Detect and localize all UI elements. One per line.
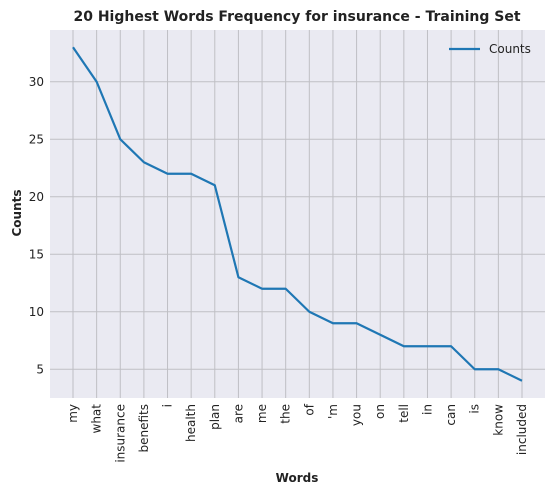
- y-axis: 5 10 15 20 25 30: [29, 75, 44, 377]
- x-tick-label: health: [184, 404, 198, 442]
- series-line-counts: [72, 46, 523, 382]
- x-tick-label: benefits: [137, 404, 151, 453]
- x-tick-label: of: [302, 403, 316, 415]
- legend-label-counts: Counts: [489, 42, 531, 56]
- x-tick-label: tell: [397, 404, 411, 423]
- y-tick-label: 15: [29, 247, 44, 261]
- x-tick-label: what: [90, 404, 104, 434]
- x-tick-label: me: [255, 404, 269, 423]
- y-tick-label: 10: [29, 305, 44, 319]
- x-tick-label: insurance: [113, 404, 127, 463]
- x-tick-label: know: [491, 404, 505, 436]
- x-tick-label: is: [468, 404, 482, 414]
- plot-area: [50, 30, 545, 398]
- x-tick-label: in: [420, 404, 434, 415]
- chart-title: 20 Highest Words Frequency for insurance…: [73, 9, 520, 25]
- y-tick-label: 30: [29, 75, 44, 89]
- y-tick-label: 5: [36, 362, 44, 376]
- grid: [50, 30, 545, 398]
- x-tick-label: the: [279, 404, 293, 424]
- y-tick-label: 20: [29, 190, 44, 204]
- x-tick-label: i: [161, 404, 175, 407]
- x-axis: my what insurance benefits i health plan are me t…: [66, 403, 529, 462]
- x-tick-label: 'm: [326, 404, 340, 419]
- x-tick-label: included: [515, 404, 529, 455]
- x-tick-label: you: [350, 404, 364, 426]
- legend: Counts: [449, 42, 531, 56]
- y-axis-label: Counts: [10, 189, 24, 236]
- x-tick-label: on: [373, 404, 387, 419]
- y-tick-label: 25: [29, 132, 44, 146]
- x-tick-label: can: [444, 404, 458, 426]
- x-tick-label: plan: [208, 404, 222, 430]
- x-tick-label: are: [231, 404, 245, 423]
- x-tick-label: my: [66, 404, 80, 423]
- x-axis-label: Words: [276, 471, 319, 485]
